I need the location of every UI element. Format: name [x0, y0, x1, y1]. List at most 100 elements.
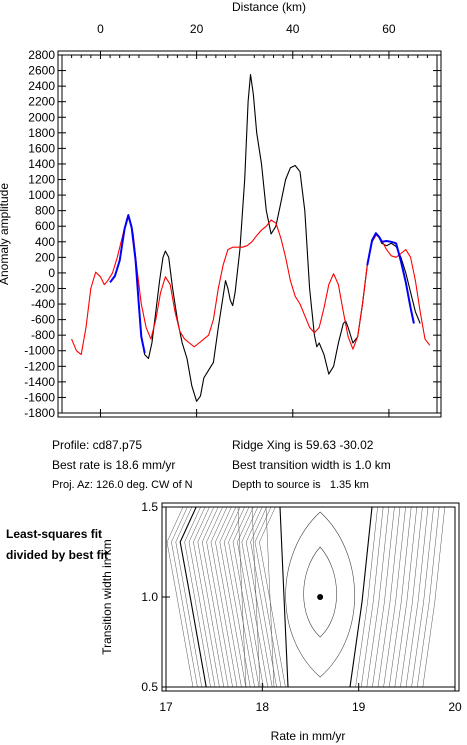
contour-line-left — [206, 506, 233, 688]
contour-x-tick-label: 18 — [256, 700, 270, 714]
profile-label: Profile: cd87.p75 — [52, 438, 143, 452]
contour-line-left — [245, 506, 273, 688]
top-axis-ticks: 2800260024002200200018001600140012001000… — [24, 22, 441, 420]
bottom-plot-border — [165, 506, 456, 688]
y-tick-label: 1400 — [28, 157, 55, 171]
contour-x-axis-label: Rate in mm/yr — [271, 729, 346, 743]
contour-line-right — [388, 506, 412, 688]
y-tick-label: 2800 — [28, 48, 55, 62]
y-tick-label: -200 — [31, 281, 55, 295]
projection-azimuth-label: Proj. Az: 126.0 deg. CW of N — [52, 479, 193, 491]
best-rate-label: Best rate is 18.6 mm/yr — [52, 458, 176, 472]
contour-y-tick-label: 0.5 — [141, 680, 158, 694]
contour-closed — [303, 546, 337, 638]
ridge-crossing-label: Ridge Xing is 59.63 -30.02 — [232, 438, 374, 452]
anomaly-series-group — [71, 73, 431, 402]
series-line-1 — [71, 216, 431, 356]
y-tick-label: 2200 — [28, 95, 55, 109]
contour-line-right — [422, 506, 446, 688]
contour-line-mid — [237, 506, 247, 688]
y-tick-label: 1800 — [28, 126, 55, 140]
y-tick-label: 400 — [35, 235, 55, 249]
contour-line-left — [166, 506, 194, 688]
series-line-2 — [109, 214, 146, 354]
contour-x-tick-label: 19 — [352, 700, 366, 714]
y-tick-label: -400 — [31, 297, 55, 311]
contour-line-right — [372, 506, 395, 688]
y-tick-label: 200 — [35, 250, 55, 264]
contour-line-left — [201, 506, 229, 688]
contour-line-left — [193, 506, 220, 688]
contour-line-left — [210, 506, 238, 688]
contour-line-left — [241, 506, 269, 688]
contour-line-left — [250, 506, 277, 688]
x-axis-label: Distance (km) — [232, 0, 306, 14]
x-tick-label: 60 — [382, 22, 396, 36]
contour-line-right — [377, 506, 401, 688]
y-tick-label: -1200 — [24, 359, 55, 373]
contour-line-left — [175, 506, 203, 688]
contour-line-left — [188, 506, 216, 688]
y-tick-label: 2400 — [28, 79, 55, 93]
contour-line-left — [219, 506, 247, 688]
y-axis-label: Anomaly amplitude — [0, 183, 11, 285]
x-tick-label: 20 — [190, 22, 204, 36]
contour-line-left — [254, 506, 282, 688]
series-line-3 — [366, 232, 415, 324]
x-tick-label: 40 — [286, 22, 300, 36]
contour-x-tick-label: 17 — [159, 700, 173, 714]
y-tick-label: -1800 — [24, 406, 55, 420]
source-depth-label: Depth to source is 1.35 km — [232, 479, 369, 491]
contour-line-right — [383, 506, 406, 688]
contour-line-left — [237, 506, 264, 688]
y-tick-label: 0 — [48, 266, 55, 280]
contour-y-axis-label: Transition width in km — [100, 539, 114, 655]
contour-line-right — [366, 506, 390, 688]
transition-width-label: Best transition width is 1.0 km — [232, 458, 391, 472]
y-tick-label: 1200 — [28, 173, 55, 187]
y-tick-label: -800 — [31, 328, 55, 342]
contour-line-left — [232, 506, 260, 688]
contour-y-tick-label: 1.0 — [141, 590, 158, 604]
y-tick-label: -600 — [31, 313, 55, 327]
contour-line-left — [223, 506, 251, 688]
top-plot-border — [61, 54, 438, 414]
y-tick-label: -1400 — [24, 375, 55, 389]
contour-line-right — [360, 506, 384, 688]
contour-y-tick-label: 1.5 — [141, 500, 158, 514]
contour-line-left — [179, 506, 207, 688]
y-tick-label: 2600 — [28, 64, 55, 78]
contour-line-right — [349, 506, 373, 688]
contour-closed — [285, 511, 355, 678]
y-tick-label: -1600 — [24, 390, 55, 404]
bottom-axis-ticks: 17 18 19 20 0.5 1.0 1.5 — [141, 500, 462, 714]
y-tick-label: 1600 — [28, 141, 55, 155]
contour-line-left — [215, 506, 242, 688]
contour-line-right — [394, 506, 418, 688]
contour-line-mid — [251, 506, 261, 688]
contour-line-right — [411, 506, 434, 688]
contour-line-mid — [265, 506, 275, 688]
contour-line-left — [171, 506, 198, 688]
top-plot-outer-border — [57, 50, 442, 418]
contour-line-left — [184, 506, 211, 688]
contour-line-left — [259, 506, 286, 688]
top-plot-frame — [57, 50, 442, 418]
y-tick-label: 2000 — [28, 110, 55, 124]
contour-line-right — [400, 506, 423, 688]
contour-line-mid — [279, 506, 289, 688]
contour-line-right — [405, 506, 429, 688]
contour-lines — [166, 506, 446, 688]
y-tick-label: 600 — [35, 219, 55, 233]
y-tick-label: 800 — [35, 204, 55, 218]
contour-line-left — [228, 506, 255, 688]
x-tick-label: 0 — [97, 22, 104, 36]
y-tick-label: -1000 — [24, 344, 55, 358]
contour-line-left — [197, 506, 225, 688]
y-tick-label: 1000 — [28, 188, 55, 202]
contour-note: Least-squares fit divided by best fit — [6, 527, 109, 562]
contour-x-tick-label: 20 — [448, 700, 462, 714]
best-fit-point — [317, 594, 324, 600]
